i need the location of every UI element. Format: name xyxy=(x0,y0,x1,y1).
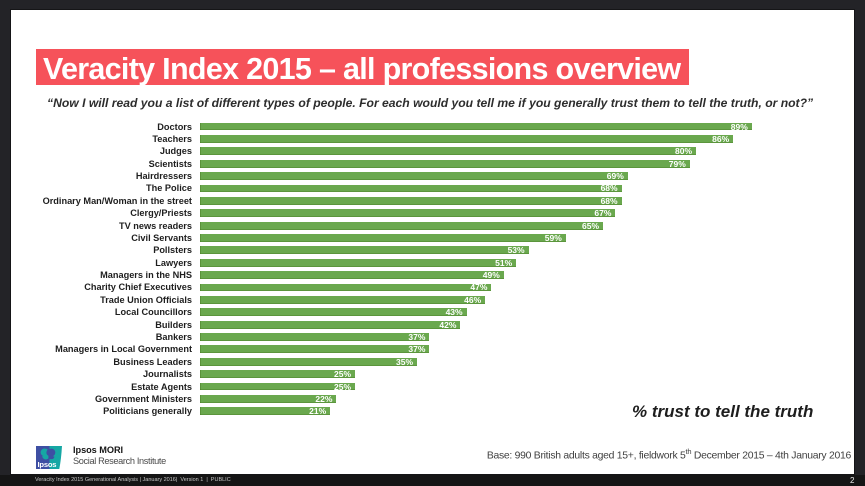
svg-text:Ipsos: Ipsos xyxy=(38,460,57,469)
